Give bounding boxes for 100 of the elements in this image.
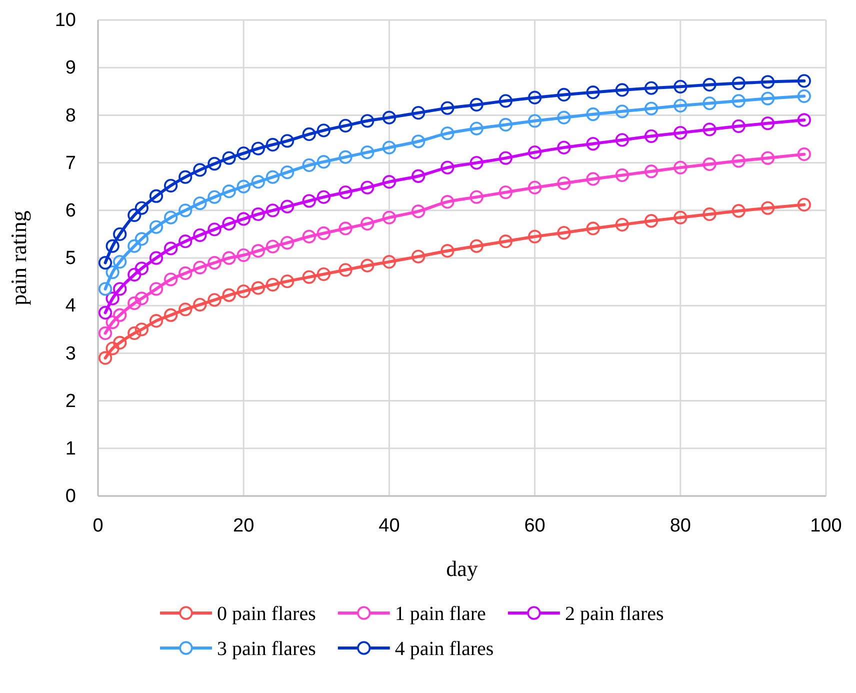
point	[498, 118, 512, 132]
point	[149, 282, 164, 296]
point	[164, 242, 178, 256]
point	[498, 234, 512, 248]
point	[134, 201, 148, 215]
y-tick-label: 10	[54, 10, 76, 32]
point	[302, 270, 316, 284]
point	[106, 292, 120, 306]
point	[412, 134, 426, 148]
point	[193, 163, 207, 177]
y-tick-label: 8	[65, 105, 76, 126]
point	[222, 288, 236, 302]
x-tick-label: 0	[92, 515, 104, 536]
legend-label: 3 pain flares	[217, 638, 316, 660]
point	[760, 151, 775, 165]
point	[208, 156, 222, 171]
point	[98, 282, 112, 296]
point	[412, 204, 426, 218]
point	[106, 342, 120, 356]
point	[732, 119, 746, 133]
point	[732, 154, 746, 168]
y-tick-label: 0	[65, 486, 76, 508]
point	[236, 146, 250, 160]
point	[797, 147, 811, 162]
point	[149, 251, 164, 265]
point	[382, 110, 396, 124]
point	[440, 244, 454, 258]
x-tick-label: 60	[524, 515, 546, 536]
point	[236, 212, 250, 226]
point	[760, 201, 775, 215]
point	[382, 210, 396, 224]
point	[440, 126, 454, 140]
point	[470, 156, 484, 170]
point	[702, 207, 716, 222]
x-tick-label: 80	[670, 515, 691, 536]
point	[674, 210, 688, 224]
point	[615, 83, 629, 97]
point	[316, 124, 330, 138]
point	[470, 239, 484, 253]
point	[470, 190, 484, 204]
point	[251, 175, 265, 189]
point	[302, 158, 316, 172]
point	[128, 268, 142, 282]
point	[586, 86, 600, 100]
point	[316, 190, 330, 204]
point	[615, 168, 629, 182]
x-tick-label: 100	[810, 515, 842, 536]
point	[498, 151, 512, 165]
point	[674, 160, 688, 174]
point	[316, 155, 330, 169]
point	[338, 150, 352, 164]
point	[266, 278, 280, 292]
y-tick-label: 9	[65, 58, 76, 79]
point	[128, 239, 142, 253]
point	[360, 180, 374, 194]
point	[280, 200, 294, 214]
point	[280, 166, 294, 180]
y-tick-label: 5	[65, 248, 76, 270]
point	[222, 251, 236, 265]
point	[251, 207, 265, 222]
y-tick-label: 6	[65, 200, 76, 222]
point	[586, 172, 600, 186]
point	[382, 140, 396, 154]
y-tick-label: 1	[65, 438, 76, 460]
point	[586, 222, 600, 236]
point	[586, 107, 600, 122]
point	[797, 74, 811, 88]
point	[557, 110, 571, 124]
point	[412, 106, 426, 120]
point	[760, 75, 775, 89]
point	[615, 133, 629, 147]
point	[674, 126, 688, 140]
point	[113, 255, 127, 269]
point	[470, 98, 484, 112]
point	[586, 136, 600, 151]
point	[557, 88, 571, 102]
point	[98, 351, 112, 365]
x-axis-title: day	[446, 556, 478, 581]
point	[106, 265, 120, 280]
point	[128, 296, 142, 310]
point	[236, 248, 250, 262]
point	[266, 138, 280, 152]
y-tick-label: 3	[65, 343, 76, 364]
point	[280, 274, 294, 288]
point	[266, 170, 280, 184]
point	[208, 190, 222, 204]
point	[280, 134, 294, 148]
y-axis-title: pain rating	[6, 210, 31, 306]
point	[528, 230, 542, 244]
point	[732, 204, 746, 218]
point	[338, 222, 352, 236]
point	[208, 222, 222, 236]
point	[797, 113, 811, 127]
point	[760, 116, 775, 130]
point	[193, 228, 207, 242]
point	[702, 96, 716, 110]
y-tick-label: 2	[65, 390, 76, 412]
point	[674, 98, 688, 112]
point	[470, 122, 484, 136]
point	[615, 218, 629, 232]
